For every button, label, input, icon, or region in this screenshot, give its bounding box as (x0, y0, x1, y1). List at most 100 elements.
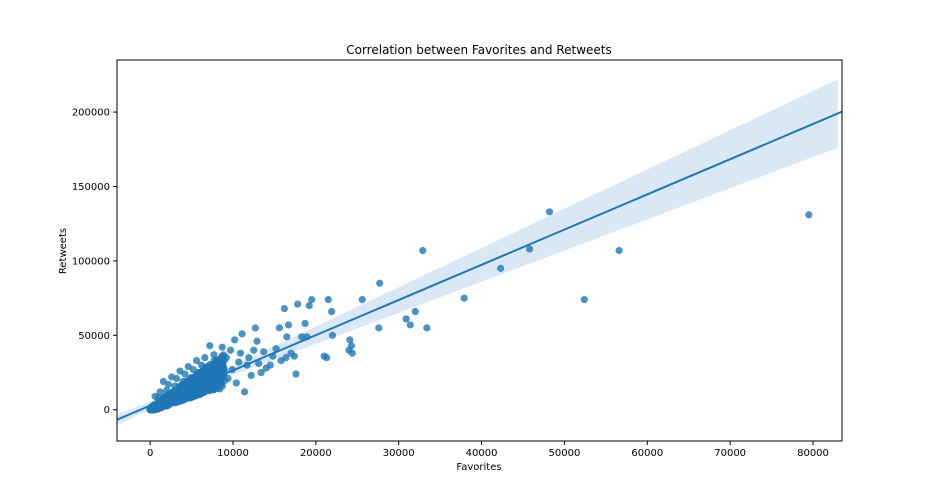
y-tick-label: 0 (104, 405, 110, 416)
data-point (216, 385, 224, 393)
data-point (214, 360, 222, 368)
x-tick-label: 40000 (466, 448, 498, 459)
x-tick-label: 80000 (797, 448, 829, 459)
data-point (191, 388, 199, 396)
data-point (184, 362, 192, 371)
data-point (497, 264, 505, 272)
data-point (168, 373, 176, 381)
x-tick-label: 60000 (631, 448, 663, 459)
data-point (250, 346, 258, 354)
data-point (226, 346, 235, 354)
y-axis-label: Retweets (58, 228, 69, 274)
data-point (305, 301, 313, 310)
data-point (187, 374, 196, 383)
data-point (375, 324, 383, 332)
data-point (292, 370, 300, 378)
x-tick-label: 0 (147, 448, 153, 459)
data-point (460, 294, 468, 302)
data-point (224, 374, 232, 383)
data-point (805, 211, 813, 219)
plot-frame (116, 59, 843, 442)
data-point (320, 352, 328, 360)
data-point (171, 382, 179, 390)
data-point (262, 364, 270, 372)
data-point (251, 324, 259, 332)
data-point (283, 333, 291, 341)
chart-title: Correlation between Favorites and Retwee… (346, 43, 612, 57)
data-point (280, 304, 288, 313)
data-point (376, 279, 384, 287)
data-point (301, 319, 309, 328)
data-point (159, 377, 167, 386)
x-tick-label: 50000 (549, 448, 581, 459)
data-point (201, 354, 209, 362)
x-tick-label: 30000 (383, 448, 415, 459)
data-point (580, 296, 588, 304)
data-point (358, 296, 366, 304)
data-point (197, 361, 206, 369)
data-point (204, 364, 212, 372)
x-tick-label: 20000 (300, 448, 332, 459)
data-point (169, 388, 177, 396)
data-point (423, 324, 431, 332)
y-tick-label: 150000 (72, 182, 110, 193)
x-axis-label: Favorites (456, 462, 501, 473)
y-tick-label: 200000 (72, 108, 110, 119)
data-point (346, 336, 354, 344)
x-tick-label: 10000 (217, 448, 249, 459)
data-point (163, 386, 171, 394)
confidence-band (117, 79, 838, 426)
data-point (212, 370, 220, 378)
data-point (284, 321, 293, 329)
data-point (545, 208, 554, 216)
data-point (324, 296, 332, 304)
data-point (196, 368, 204, 377)
data-point (210, 351, 218, 359)
data-point (231, 336, 239, 344)
data-point (308, 296, 316, 304)
data-point (255, 360, 263, 368)
data-point (275, 324, 283, 332)
data-point (287, 349, 295, 357)
regression-line (117, 110, 842, 421)
data-point (220, 364, 228, 372)
y-tick-label: 50000 (78, 331, 110, 342)
data-point (199, 383, 207, 392)
data-point (238, 330, 246, 338)
data-point (247, 371, 255, 380)
data-point (298, 333, 306, 341)
data-point (406, 321, 414, 329)
data-point (232, 379, 240, 387)
data-point (176, 367, 184, 375)
data-point (277, 357, 285, 365)
data-point (151, 392, 159, 400)
data-point (179, 377, 187, 386)
data-point (192, 357, 201, 365)
data-point (245, 354, 253, 362)
data-point (345, 346, 353, 354)
data-point (328, 331, 337, 339)
data-point (615, 246, 623, 255)
data-point (156, 388, 164, 396)
y-axis: 0 50000 100000 150000 200000 (72, 108, 117, 416)
data-point (260, 348, 268, 356)
points-layer (146, 208, 813, 414)
data-point (402, 315, 410, 323)
data-point (202, 373, 211, 381)
data-point (526, 245, 534, 253)
data-point (328, 307, 336, 316)
data-point (257, 368, 265, 377)
data-point (235, 358, 243, 366)
y-tick-label: 100000 (72, 256, 110, 267)
data-point (206, 342, 214, 350)
data-point (253, 337, 261, 345)
data-point (241, 388, 249, 396)
data-point (222, 354, 230, 362)
data-point (419, 246, 427, 255)
x-axis: 0 10000 20000 30000 40000 50000 60000 70000 8000… (147, 441, 829, 459)
data-point (236, 349, 245, 357)
data-point (294, 300, 302, 308)
data-point (218, 343, 226, 351)
x-tick-label: 70000 (714, 448, 746, 459)
